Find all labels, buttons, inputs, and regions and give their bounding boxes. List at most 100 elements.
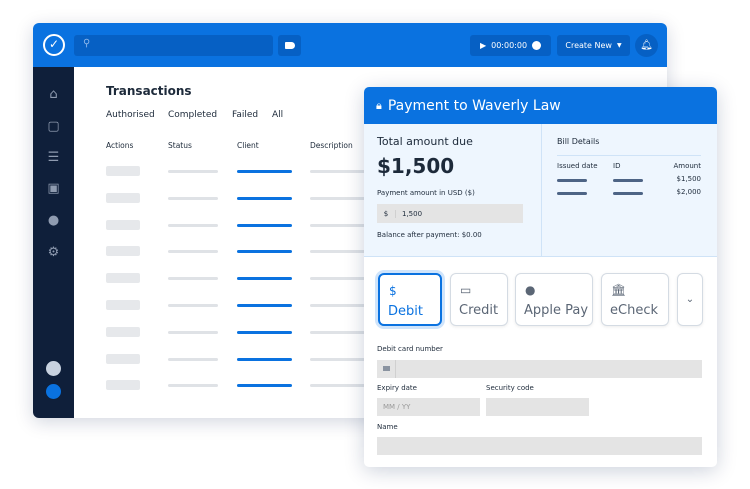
method-label: eCheck [610,303,658,318]
row-action-placeholder[interactable] [106,300,140,310]
clock-icon [532,41,542,50]
payment-dialog: 🔒︎ Payment to Waverly Law Total amount du… [364,87,717,467]
row-action-placeholder[interactable] [106,166,140,176]
chat-icon[interactable]: ● [47,213,60,228]
row-status-placeholder [168,357,218,361]
tab-completed[interactable]: Completed [168,110,218,120]
name-label: Name [377,423,398,431]
tag-button[interactable] [278,35,301,56]
logo-check-icon[interactable]: ✓ [43,34,65,56]
avatar[interactable] [46,361,61,376]
name-input[interactable] [377,437,702,455]
chevron-down-icon: ⌄ [685,294,695,305]
list-icon[interactable]: ☰ [47,150,60,165]
dollar-card-icon: $ [389,284,397,298]
column-description: Description [310,141,353,150]
card-number-input[interactable] [377,360,702,378]
timer-button[interactable]: ▶ 00:00:00 [470,35,551,56]
row-description-placeholder [310,170,365,173]
card-number-label: Debit card number [377,345,443,353]
expiry-label: Expiry date [377,384,417,392]
row-status-placeholder [168,170,218,173]
bill-date-placeholder [557,179,587,182]
create-new-button[interactable]: Create New ▼ [557,35,630,56]
sidebar: ⌂ ▢ ☰ ▣ ● ⚙ [33,67,74,418]
method-apple-pay[interactable]: ● Apple Pay [515,273,593,326]
row-action-placeholder[interactable] [106,192,140,203]
row-description-placeholder [310,196,365,200]
summary-section: Total amount due $1,500 Payment amount i… [364,124,717,257]
expiry-input[interactable]: MM / YY [377,398,480,416]
security-code-input[interactable] [486,398,589,416]
row-client-placeholder [237,223,292,227]
amount-input[interactable]: $ 1,500 [377,204,523,223]
home-icon[interactable]: ⌂ [49,87,58,102]
row-description-placeholder [310,223,365,227]
payment-header: 🔒︎ Payment to Waverly Law [364,87,717,124]
row-status-placeholder [168,250,218,254]
row-client-placeholder [237,330,292,334]
search-input[interactable]: ⚲ [74,35,273,56]
row-action-placeholder[interactable] [106,326,140,337]
row-description-placeholder [310,277,365,281]
bill-date-placeholder [557,192,587,195]
briefcase-icon[interactable]: ▣ [47,181,60,196]
currency-symbol: $ [377,209,396,218]
bill-col-amount: Amount [673,162,701,170]
bell-icon: 🔔︎ [640,40,653,51]
row-client-placeholder [237,250,292,254]
column-client: Client [237,141,259,150]
tab-all[interactable]: All [272,110,284,120]
row-status-placeholder [168,304,218,307]
row-client-placeholder [237,357,292,361]
column-status: Status [168,141,192,150]
amount-label: Payment amount in USD ($) [377,189,475,197]
payment-title: Payment to Waverly Law [387,97,561,114]
row-action-placeholder[interactable] [106,380,140,391]
row-description-placeholder [310,384,365,388]
method-label: Debit [388,304,423,319]
notifications-button[interactable]: 🔔︎ [635,34,658,57]
method-label: Credit [459,303,499,318]
row-action-placeholder[interactable] [106,353,140,364]
apple-icon: ● [525,283,536,297]
method-debit[interactable]: $ Debit [378,273,442,326]
more-methods-button[interactable]: ⌄ [677,273,703,326]
column-actions: Actions [106,141,134,150]
row-status-placeholder [168,223,218,227]
method-echeck[interactable]: 🏛︎ eCheck [601,273,669,326]
row-status-placeholder [168,277,218,281]
calendar-icon[interactable]: ▢ [47,119,60,134]
bill-id-placeholder [613,179,643,182]
gear-icon[interactable]: ⚙ [47,245,60,260]
total-label: Total amount due [377,135,473,148]
search-icon: ⚲ [83,38,91,49]
tab-authorised[interactable]: Authorised [106,110,155,120]
timer-value: 00:00:00 [491,41,528,50]
create-new-label: Create New [565,41,612,50]
balance-text: Balance after payment: $0.00 [377,231,482,239]
tag-icon [284,42,295,49]
status-dot[interactable] [46,384,61,399]
row-description-placeholder [310,330,365,334]
bill-amount: $1,500 [676,175,702,183]
row-action-placeholder[interactable] [106,219,140,230]
lock-icon: 🔒︎ [376,98,382,112]
row-description-placeholder [310,250,365,254]
row-description-placeholder [310,304,365,307]
row-action-placeholder[interactable] [106,273,140,284]
row-action-placeholder[interactable] [106,246,140,257]
bank-icon: 🏛︎ [611,283,627,297]
page-title: Transactions [106,84,192,98]
row-description-placeholder [310,357,365,361]
bill-col-issued: Issued date [557,162,598,170]
method-credit[interactable]: ▭ Credit [450,273,508,326]
row-client-placeholder [237,277,292,281]
row-client-placeholder [237,384,292,388]
tab-failed[interactable]: Failed [232,110,259,120]
row-client-placeholder [237,304,292,307]
bill-amount: $2,000 [676,188,702,196]
row-status-placeholder [168,196,218,200]
top-bar: ✓ ⚲ ▶ 00:00:00 Create New ▼ 🔔︎ [33,23,667,67]
row-client-placeholder [237,170,292,173]
